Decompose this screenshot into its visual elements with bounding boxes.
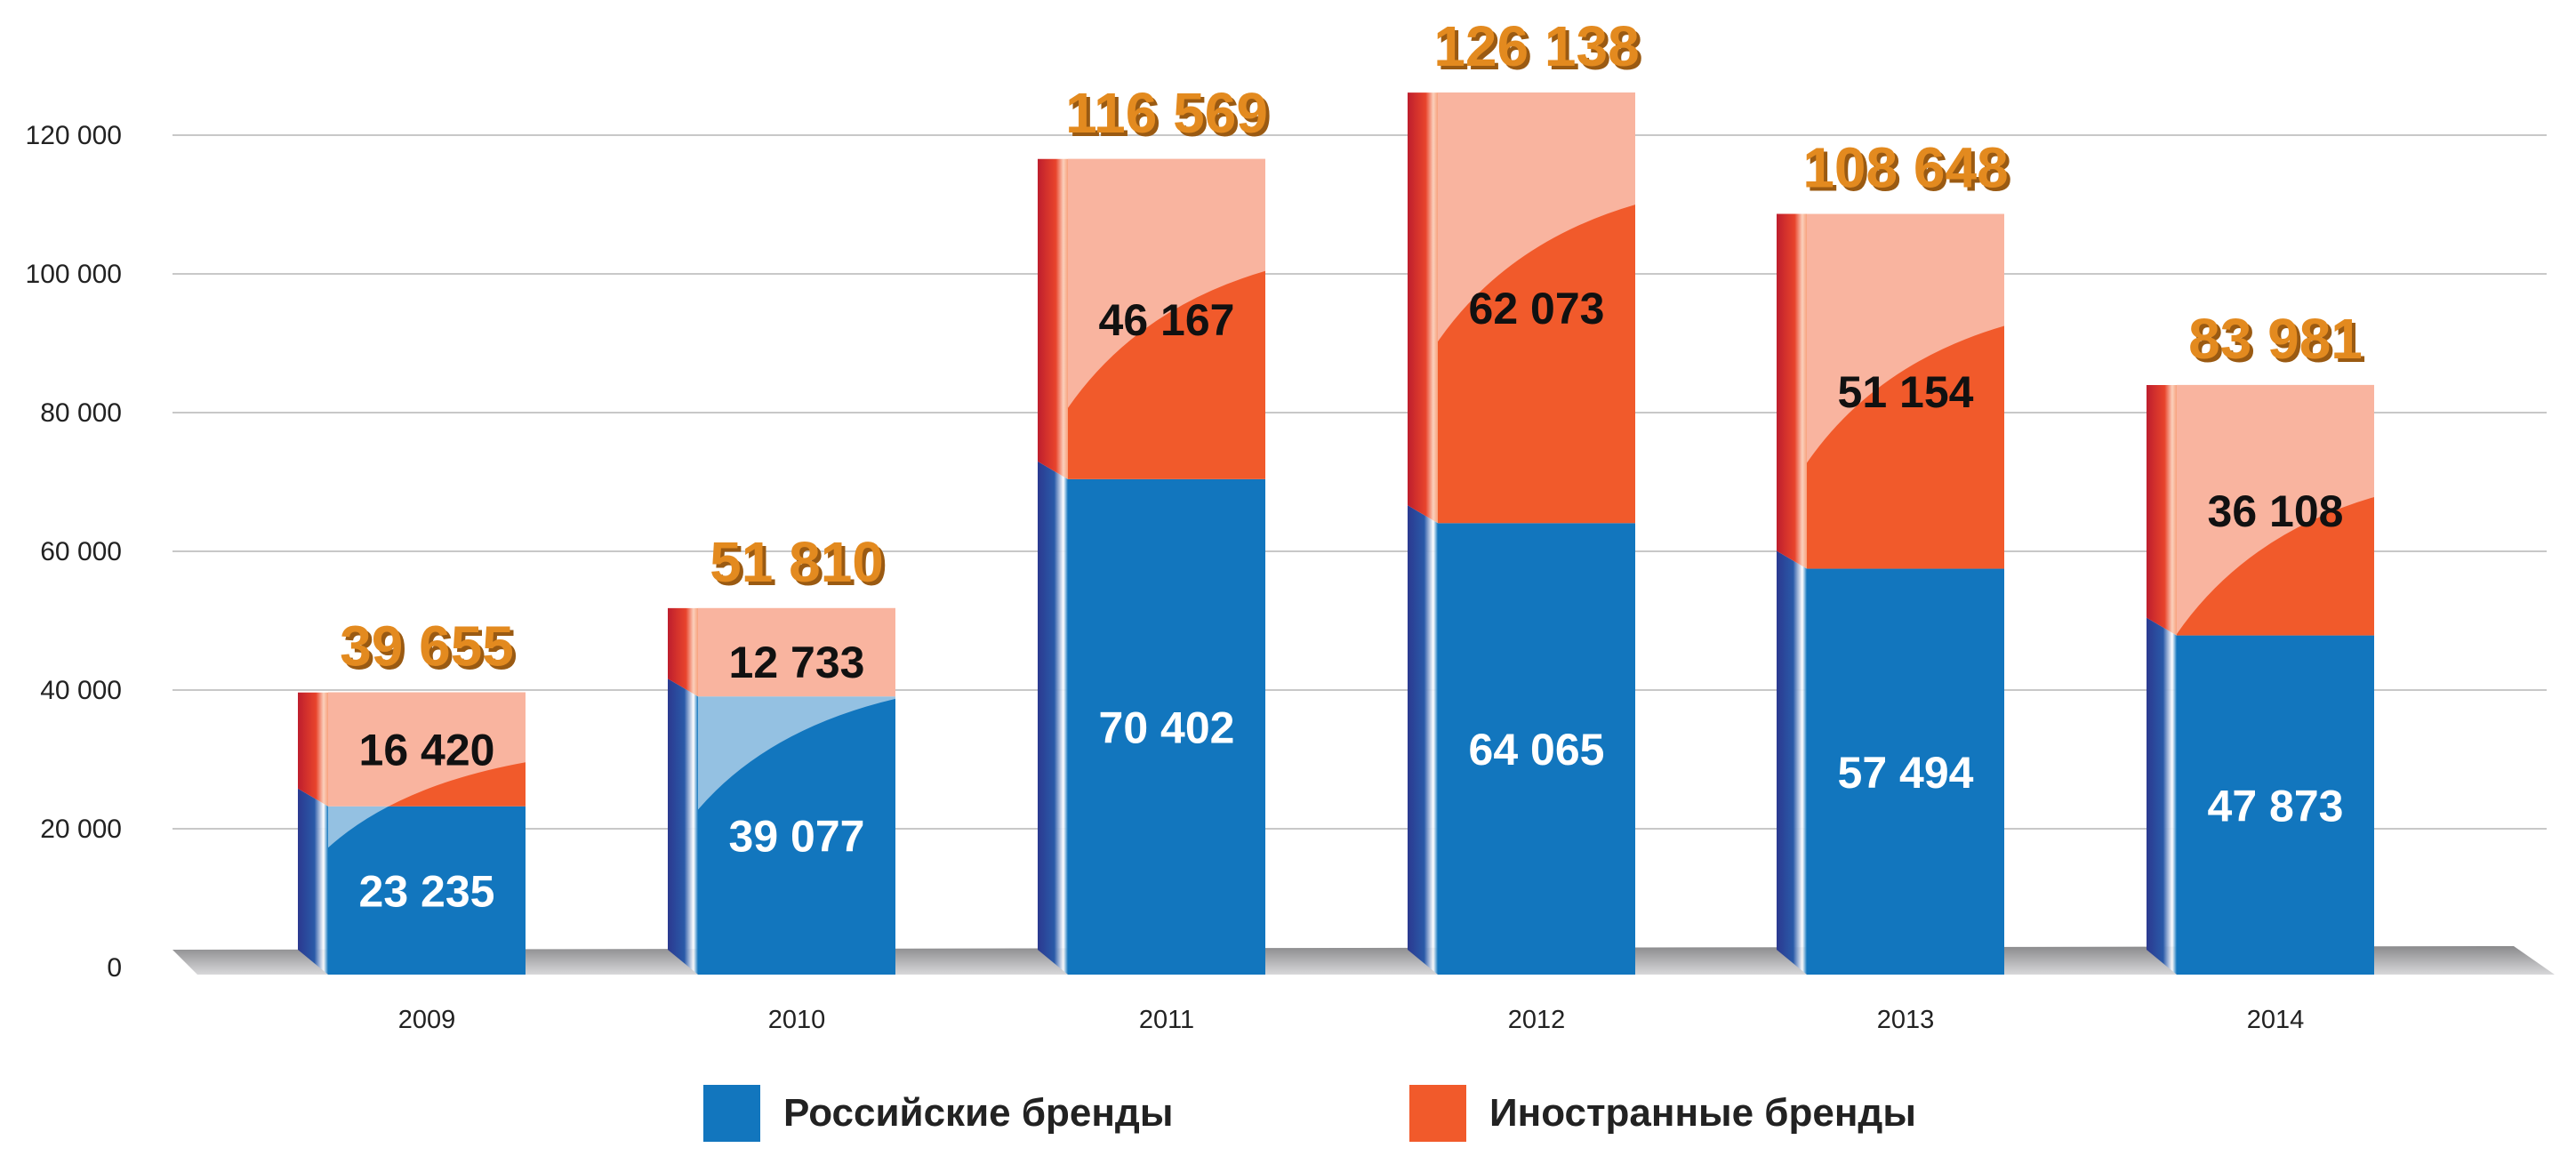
bar-highlight: [698, 607, 895, 810]
bar-side-russian: [1777, 550, 1807, 975]
data-label-russian: 57 494: [1838, 748, 1974, 798]
data-label-foreign: 16 420: [359, 726, 495, 775]
bar-side-russian: [668, 678, 698, 975]
legend-label-russian: Российские бренды: [783, 1091, 1174, 1135]
bar-side-foreign: [668, 607, 698, 697]
total-label: 116 569: [1065, 81, 1268, 145]
bars: 16 420 23 235 39 655 12 733 39 077 51 810 46 1…: [298, 14, 2374, 975]
x-axis: 2009 2010 2011 2012 2013 2014: [398, 1006, 2305, 1034]
total-label: 39 655: [340, 614, 514, 678]
bar-2009: 16 420 23 235 39 655: [298, 614, 526, 975]
y-tick-label: 100 000: [26, 260, 122, 289]
data-label-foreign: 62 073: [1469, 284, 1605, 333]
bar-side-russian: [1038, 461, 1068, 975]
bar-side-foreign: [2147, 384, 2177, 636]
bar-side-foreign: [298, 692, 328, 807]
data-label-foreign: 51 154: [1838, 367, 1974, 417]
bar-2011: 46 167 70 402 116 569: [1038, 81, 1268, 975]
bar-side-foreign: [1777, 213, 1807, 569]
legend-item-russian: Российские бренды: [703, 1085, 1173, 1142]
x-tick-label: 2009: [398, 1006, 456, 1034]
y-tick-label: 80 000: [40, 398, 122, 428]
data-label-russian: 64 065: [1469, 725, 1605, 775]
total-label: 126 138: [1433, 14, 1639, 78]
bar-highlight: [1807, 213, 2004, 463]
data-label-russian: 47 873: [2208, 781, 2344, 831]
data-label-foreign: 36 108: [2208, 486, 2344, 536]
y-axis: 0 20 000 40 000 60 000 80 000 100 000 120 000: [26, 121, 122, 983]
y-tick-label: 20 000: [40, 815, 122, 844]
bar-2014: 36 108 47 873 83 981: [2147, 307, 2374, 975]
y-tick-label: 60 000: [40, 537, 122, 566]
bar-segment-russian: [328, 806, 526, 975]
bar-segment-russian: [1807, 568, 2004, 975]
data-label-russian: 23 235: [359, 866, 495, 916]
bar-side-foreign: [1408, 92, 1438, 524]
bar-2010: 12 733 39 077 51 810: [668, 530, 895, 975]
x-tick-label: 2012: [1508, 1006, 1566, 1034]
bar-segment-russian: [1438, 523, 1635, 975]
bar-side-russian: [2147, 617, 2177, 975]
data-label-foreign: 46 167: [1099, 295, 1235, 345]
x-tick-label: 2010: [768, 1006, 826, 1034]
bar-2013: 51 154 57 494 108 648: [1777, 136, 2009, 975]
bar-2012: 62 073 64 065 126 138: [1408, 14, 1640, 975]
x-tick-label: 2013: [1877, 1006, 1935, 1034]
bar-highlight: [328, 692, 526, 848]
total-label: 83 981: [2188, 307, 2363, 371]
bar-side-russian: [1408, 505, 1438, 975]
legend-swatch-foreign: [1409, 1085, 1466, 1142]
y-tick-label: 40 000: [40, 676, 122, 705]
data-label-russian: 70 402: [1099, 702, 1235, 752]
data-label-foreign: 12 733: [729, 638, 865, 687]
total-label: 51 810: [710, 530, 884, 594]
data-label-russian: 39 077: [729, 812, 865, 862]
bar-segment-russian: [2177, 635, 2374, 975]
bar-side-foreign: [1038, 158, 1068, 479]
bar-highlight: [1438, 92, 1635, 342]
x-tick-label: 2014: [2247, 1006, 2305, 1034]
bar-side-russian: [298, 788, 328, 975]
bar-segment-russian: [1068, 478, 1265, 975]
bar-highlight: [1068, 158, 1265, 408]
legend-label-foreign: Иностранные бренды: [1489, 1091, 1916, 1135]
legend-item-foreign: Иностранные бренды: [1409, 1085, 1916, 1142]
legend-swatch-russian: [703, 1085, 760, 1142]
y-tick-label: 120 000: [26, 121, 122, 150]
total-label: 108 648: [1802, 136, 2008, 200]
x-tick-label: 2011: [1139, 1006, 1194, 1034]
bar-highlight: [2177, 384, 2374, 634]
y-tick-label: 0: [107, 953, 122, 983]
